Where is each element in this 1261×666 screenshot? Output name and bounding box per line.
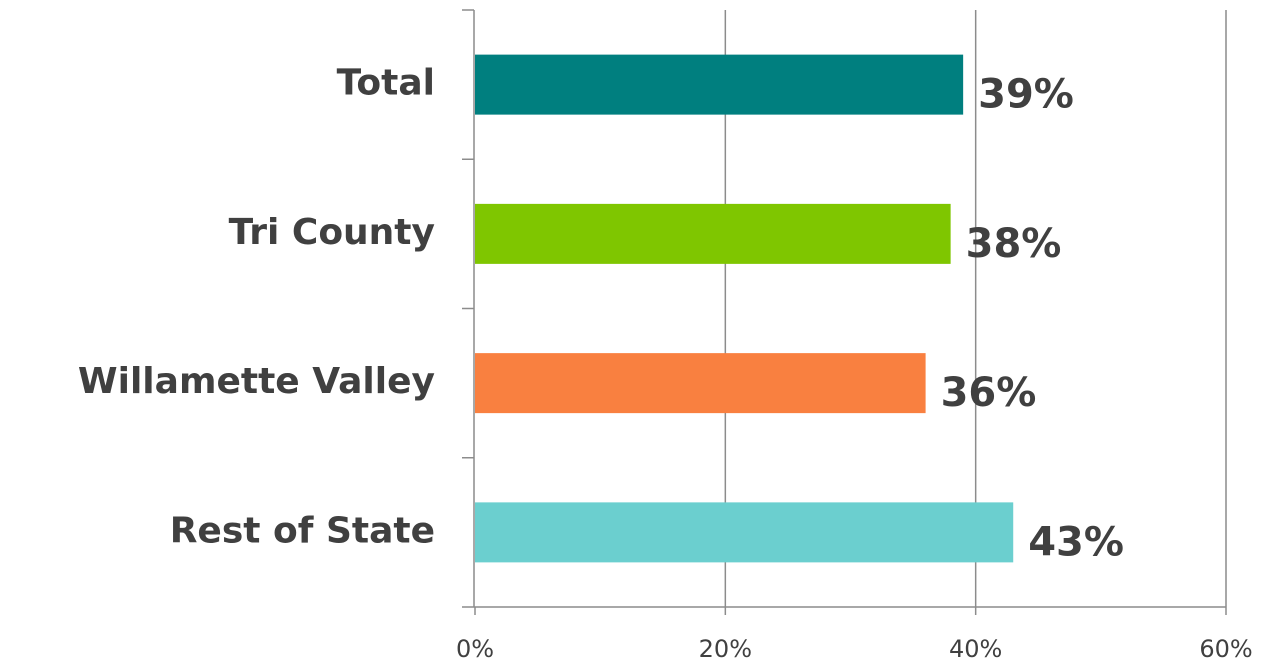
bar <box>475 54 964 115</box>
y-tick-label: Total <box>337 63 435 104</box>
x-tick-label: 40% <box>949 635 1002 662</box>
x-tick-label: 0% <box>456 635 494 662</box>
value-label: 38% <box>966 221 1062 267</box>
y-tick-label: Tri County <box>229 212 435 253</box>
y-tick-label: Willamette Valley <box>78 361 435 402</box>
y-tick-label: Rest of State <box>170 510 435 551</box>
x-tick-label: 20% <box>699 635 752 662</box>
bar <box>475 353 926 414</box>
bar <box>475 502 1014 563</box>
bar <box>475 203 951 264</box>
value-label: 43% <box>1028 519 1124 565</box>
value-label: 36% <box>941 370 1037 416</box>
value-label: 39% <box>978 72 1074 118</box>
x-tick-label: 60% <box>1199 635 1252 662</box>
